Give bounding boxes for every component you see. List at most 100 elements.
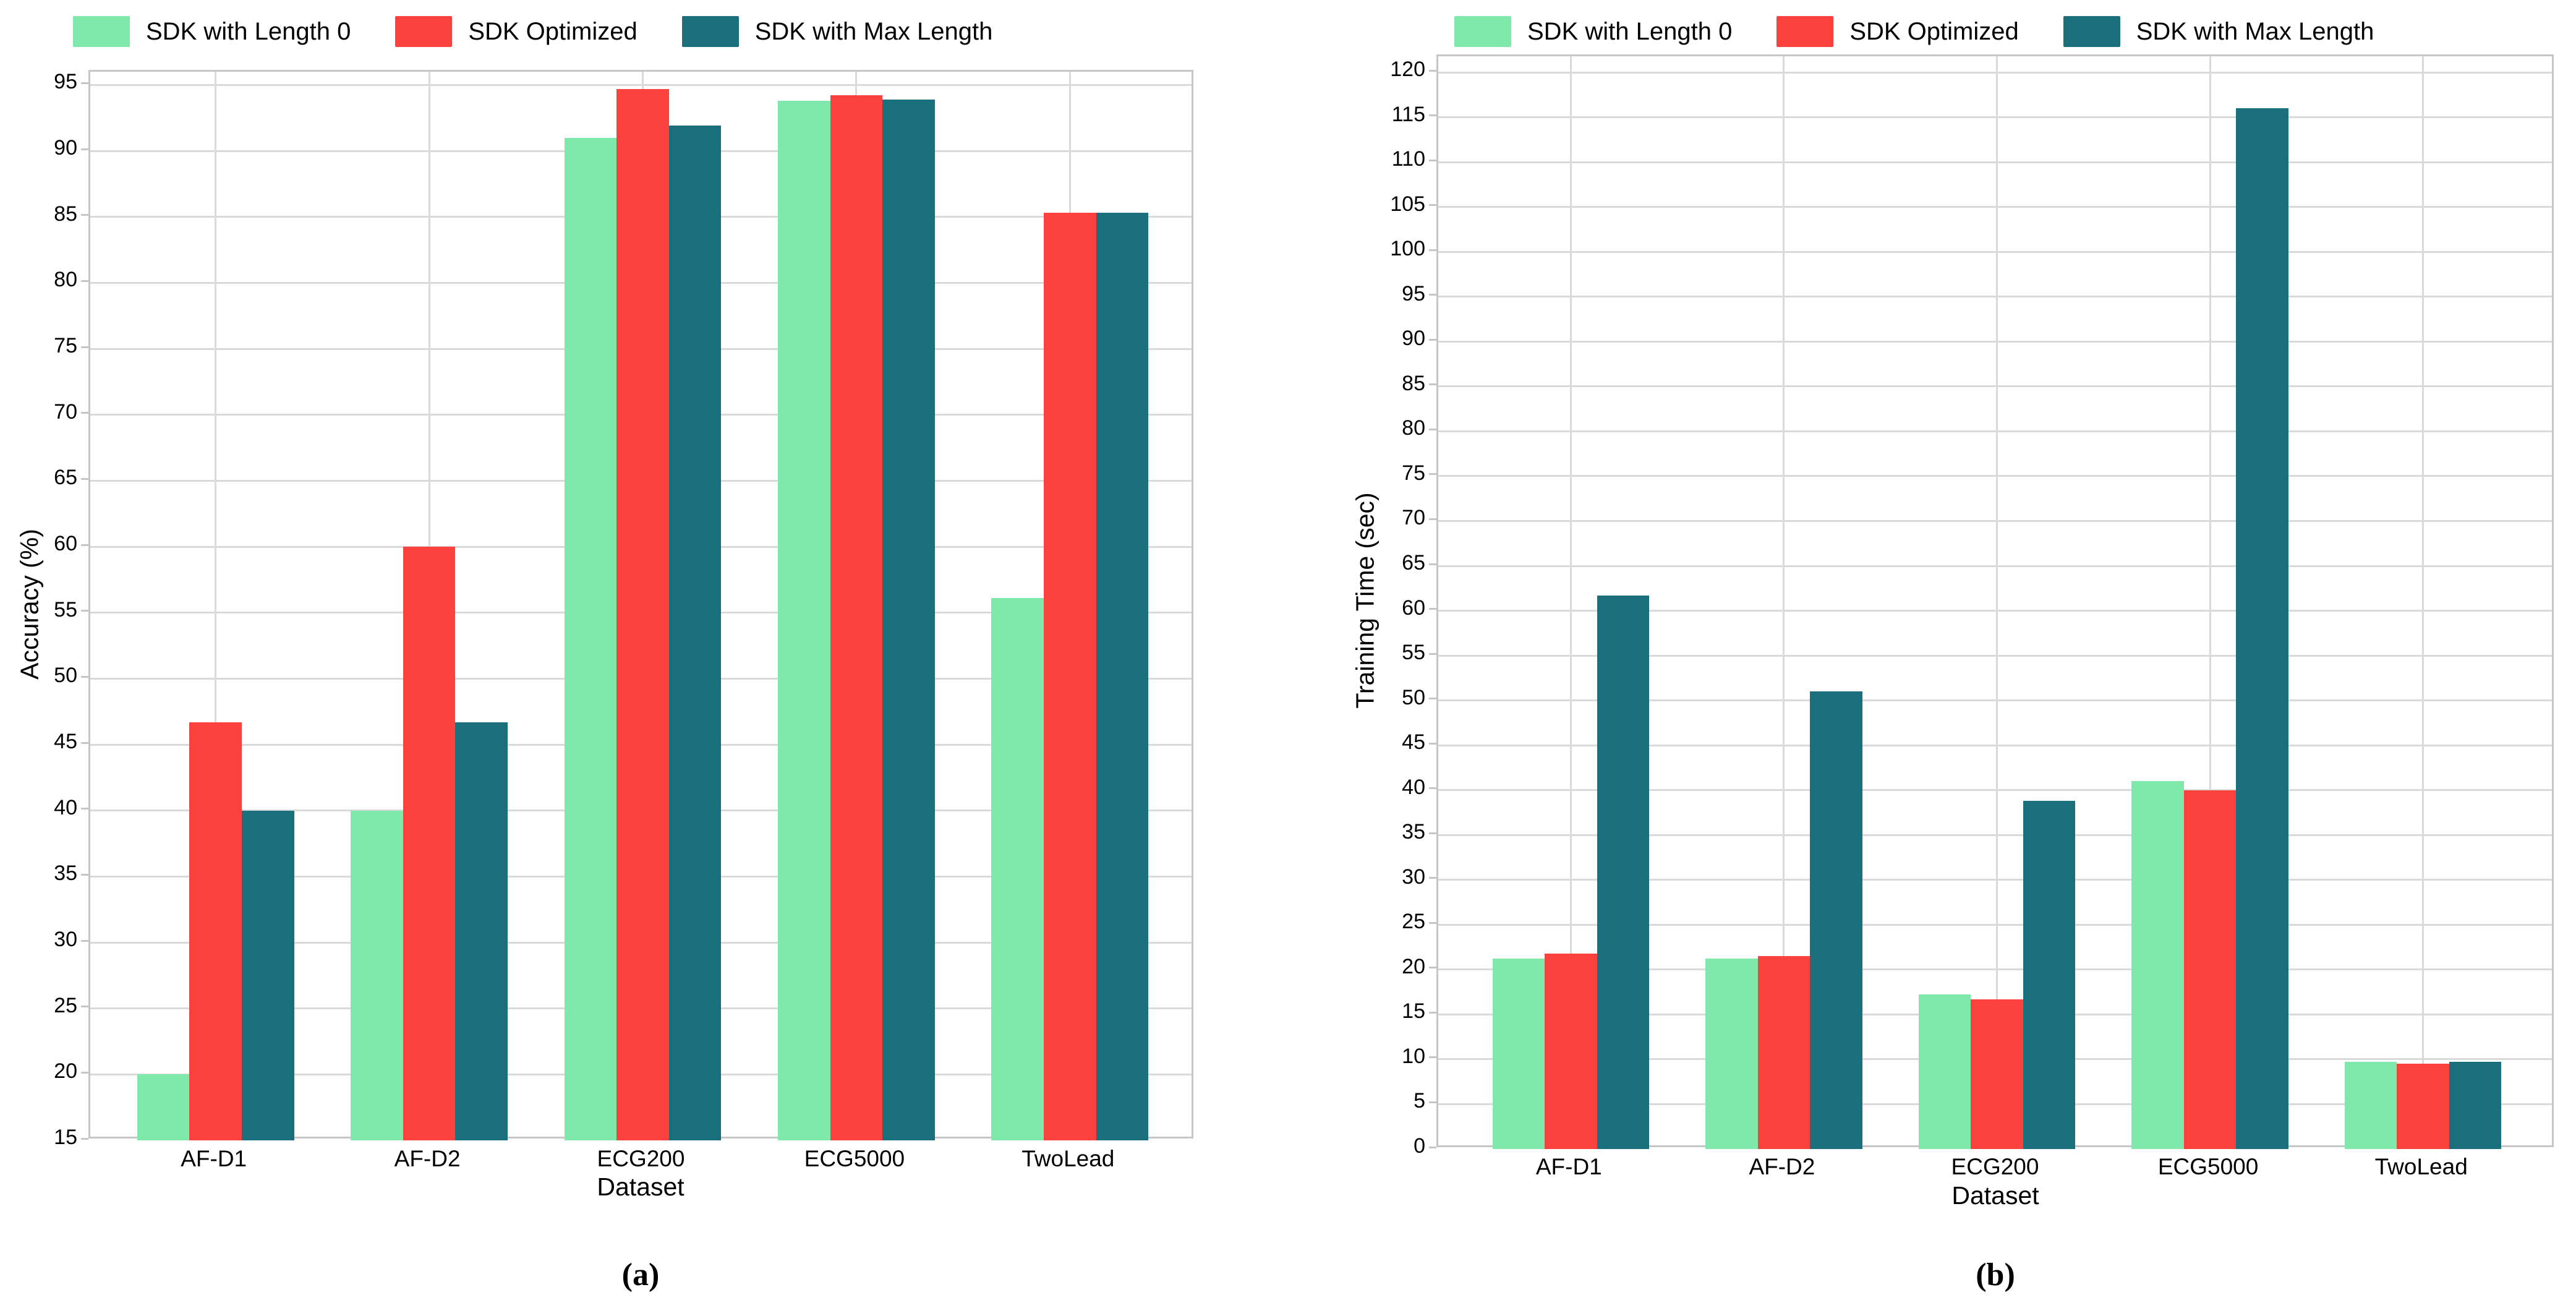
y-tick-label-75: 75 xyxy=(1402,461,1425,485)
legend-item-sdk-with-length-0: SDK with Length 0 xyxy=(73,16,351,47)
legend-swatch-sdk-with-max-length xyxy=(2063,16,2120,47)
legend-b: SDK with Length 0 SDK Optimized SDK with M… xyxy=(1454,16,2374,47)
gridline-y-35 xyxy=(1438,834,2552,836)
y-tick-mark-55 xyxy=(81,610,88,612)
legend-item-sdk-optimized: SDK Optimized xyxy=(395,16,638,47)
y-tick-label-95: 95 xyxy=(54,70,77,94)
gridline-x-ecg5000 xyxy=(2209,56,2211,1145)
y-tick-label-90: 90 xyxy=(1402,327,1425,351)
gridline-x-af-d2 xyxy=(1783,56,1785,1145)
gridline-y-85 xyxy=(1438,385,2552,388)
y-tick-label-45: 45 xyxy=(1402,730,1425,754)
legend-label-sdk-with-max-length: SDK with Max Length xyxy=(2136,17,2374,45)
y-tick-label-40: 40 xyxy=(54,795,77,819)
y-tick-mark-0 xyxy=(1429,1146,1436,1148)
legend-item-sdk-with-max-length: SDK with Max Length xyxy=(681,16,992,47)
gridline-y-95 xyxy=(1438,296,2552,298)
y-tick-mark-80 xyxy=(1429,428,1436,430)
legend-item-sdk-with-max-length: SDK with Max Length xyxy=(2063,16,2374,47)
y-tick-mark-120 xyxy=(1429,69,1436,72)
bar-b-ecg5000-sdk-with-length-0 xyxy=(2131,781,2184,1149)
gridline-y-65 xyxy=(1438,565,2552,567)
bar-b-ecg200-sdk-optimized xyxy=(1971,999,2023,1149)
y-tick-mark-100 xyxy=(1429,249,1436,251)
y-tick-label-30: 30 xyxy=(54,928,77,951)
legend-label-sdk-optimized: SDK Optimized xyxy=(1849,17,2019,45)
gridline-y-40 xyxy=(1438,789,2552,792)
legend-item-sdk-optimized: SDK Optimized xyxy=(1776,16,2019,47)
caption-a: (a) xyxy=(621,1257,660,1292)
legend-swatch-sdk-with-length-0 xyxy=(73,16,130,47)
y-tick-mark-15 xyxy=(81,1137,88,1140)
bar-a-twolead-sdk-with-length-0 xyxy=(991,598,1044,1140)
y-tick-label-70: 70 xyxy=(1402,506,1425,530)
gridline-y-120 xyxy=(1438,71,2552,74)
x-tick-label-ecg200: ECG200 xyxy=(1951,1154,2039,1179)
gridline-y-60 xyxy=(1438,610,2552,612)
legend-label-sdk-with-length-0: SDK with Length 0 xyxy=(146,17,351,45)
legend-label-sdk-with-length-0: SDK with Length 0 xyxy=(1527,17,1733,45)
y-tick-label-80: 80 xyxy=(54,268,77,292)
bar-b-af-d2-sdk-with-max-length xyxy=(1810,691,1862,1149)
y-tick-mark-25 xyxy=(81,1006,88,1008)
y-tick-mark-105 xyxy=(1429,204,1436,207)
y-tick-label-25: 25 xyxy=(1402,910,1425,934)
y-tick-mark-80 xyxy=(81,280,88,282)
x-tick-label-twolead: TwoLead xyxy=(2374,1154,2468,1179)
bar-a-af-d2-sdk-with-length-0 xyxy=(351,810,403,1140)
plot-area-a xyxy=(88,70,1193,1140)
legend-item-sdk-with-length-0: SDK with Length 0 xyxy=(1454,16,1732,47)
y-tick-mark-45 xyxy=(1429,742,1436,745)
y-tick-label-10: 10 xyxy=(1402,1044,1425,1068)
bar-a-af-d2-sdk-optimized xyxy=(403,547,456,1140)
y-tick-label-80: 80 xyxy=(1402,416,1425,440)
y-tick-mark-110 xyxy=(1429,159,1436,161)
legend-swatch-sdk-with-max-length xyxy=(681,16,739,47)
gridline-y-75 xyxy=(1438,475,2552,477)
y-tick-mark-60 xyxy=(1429,608,1436,610)
y-tick-label-70: 70 xyxy=(54,400,77,424)
bar-a-ecg5000-sdk-with-length-0 xyxy=(777,100,830,1140)
bar-b-af-d1-sdk-with-max-length xyxy=(1597,595,1649,1149)
gridline-y-70 xyxy=(1438,519,2552,522)
y-tick-label-75: 75 xyxy=(54,334,77,357)
gridline-x-ecg200 xyxy=(1996,56,1998,1145)
gridline-y-105 xyxy=(1438,206,2552,208)
gridline-y-20 xyxy=(1438,968,2552,971)
bar-b-ecg200-sdk-with-length-0 xyxy=(1918,994,1971,1149)
gridline-y-50 xyxy=(1438,699,2552,702)
bar-a-af-d1-sdk-with-max-length xyxy=(242,810,294,1140)
y-tick-label-50: 50 xyxy=(54,664,77,688)
caption-b: (b) xyxy=(1976,1257,2015,1292)
bar-a-ecg5000-sdk-optimized xyxy=(830,95,883,1140)
bar-a-af-d1-sdk-with-length-0 xyxy=(137,1074,190,1140)
y-tick-mark-85 xyxy=(81,214,88,216)
x-tick-label-af-d1: AF-D1 xyxy=(1535,1154,1602,1179)
y-tick-label-45: 45 xyxy=(54,730,77,753)
gridline-y-115 xyxy=(1438,116,2552,119)
x-tick-label-ecg5000: ECG5000 xyxy=(804,1146,905,1171)
y-tick-mark-85 xyxy=(1429,383,1436,386)
bar-a-twolead-sdk-optimized xyxy=(1043,213,1096,1140)
legend-swatch-sdk-optimized xyxy=(1776,16,1834,47)
y-tick-label-15: 15 xyxy=(54,1126,77,1149)
y-axis-title-a: Accuracy (%) xyxy=(15,529,44,680)
y-tick-label-35: 35 xyxy=(54,861,77,886)
y-tick-mark-20 xyxy=(1429,967,1436,969)
x-tick-label-twolead: TwoLead xyxy=(1021,1146,1115,1171)
x-axis-title-a: Dataset xyxy=(597,1173,685,1201)
y-tick-mark-60 xyxy=(81,544,88,546)
y-tick-mark-15 xyxy=(1429,1011,1436,1014)
x-tick-label-ecg200: ECG200 xyxy=(597,1146,685,1171)
y-tick-label-30: 30 xyxy=(1402,865,1425,889)
gridline-x-af-d1 xyxy=(1569,56,1572,1145)
bar-a-twolead-sdk-with-max-length xyxy=(1096,213,1149,1140)
bar-a-ecg200-sdk-with-max-length xyxy=(668,126,722,1140)
y-tick-mark-35 xyxy=(81,873,88,876)
y-tick-mark-40 xyxy=(1429,787,1436,790)
bar-b-twolead-sdk-with-max-length xyxy=(2449,1062,2502,1149)
y-tick-label-120: 120 xyxy=(1390,58,1425,82)
y-tick-label-50: 50 xyxy=(1402,685,1425,709)
y-tick-mark-90 xyxy=(81,148,88,150)
bar-b-twolead-sdk-with-length-0 xyxy=(2345,1062,2397,1149)
